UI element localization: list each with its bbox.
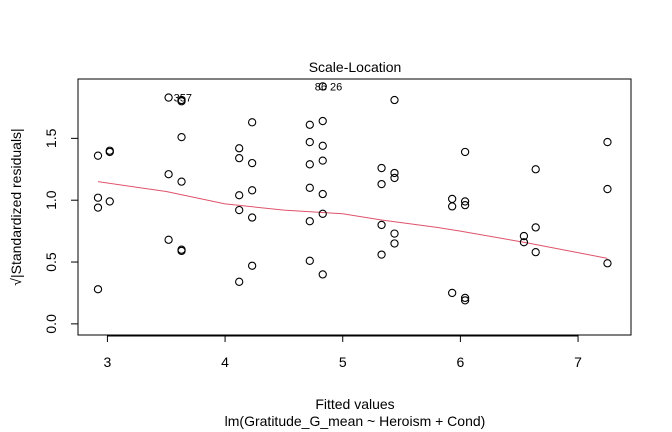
data-point bbox=[164, 235, 173, 244]
data-point bbox=[305, 160, 314, 169]
smooth-line bbox=[97, 181, 608, 259]
data-point bbox=[377, 163, 386, 173]
data-point bbox=[318, 189, 327, 199]
data-point bbox=[460, 293, 470, 303]
data-point bbox=[247, 213, 257, 222]
data-point bbox=[93, 193, 103, 202]
point-label: 357 bbox=[174, 93, 192, 105]
x-tick-label: 5 bbox=[339, 354, 347, 370]
data-point bbox=[247, 118, 257, 127]
data-point bbox=[318, 116, 327, 126]
data-point bbox=[519, 231, 529, 241]
data-point bbox=[247, 186, 257, 195]
points-layer bbox=[93, 82, 612, 305]
x-tick-label: 6 bbox=[456, 354, 464, 370]
chart-title: Scale-Location bbox=[309, 59, 402, 75]
data-point bbox=[247, 158, 257, 168]
data-point bbox=[177, 132, 186, 142]
data-point bbox=[460, 197, 470, 206]
y-axis: 0.0 0.5 1.0 1.5 bbox=[43, 128, 79, 334]
data-point bbox=[390, 239, 399, 248]
x-tick-label: 3 bbox=[104, 354, 112, 370]
data-point bbox=[318, 156, 327, 165]
data-point bbox=[105, 147, 114, 157]
data-point bbox=[531, 223, 540, 232]
y-tick-label: 1.0 bbox=[43, 190, 59, 210]
data-point bbox=[305, 217, 314, 226]
plot-frame bbox=[77, 78, 632, 336]
x-axis-label: Fitted values bbox=[315, 396, 394, 412]
data-point bbox=[235, 191, 244, 200]
data-point bbox=[603, 137, 612, 147]
y-axis-label: √|Standardized residuals| bbox=[8, 128, 24, 285]
data-point bbox=[235, 277, 244, 286]
data-point bbox=[390, 173, 399, 183]
y-tick-label: 0.5 bbox=[43, 252, 59, 272]
data-point bbox=[603, 259, 612, 268]
data-point bbox=[531, 165, 540, 174]
data-point bbox=[177, 97, 186, 106]
data-point bbox=[448, 288, 457, 298]
data-point bbox=[318, 209, 327, 218]
data-point bbox=[305, 137, 314, 147]
y-tick-label: 0.0 bbox=[43, 314, 59, 334]
point-labels: 357 86 26 bbox=[174, 81, 343, 104]
data-point bbox=[235, 205, 244, 215]
data-point bbox=[603, 184, 612, 194]
data-point bbox=[377, 250, 386, 259]
data-point bbox=[448, 194, 457, 204]
chart-subtitle: lm(Gratitude_G_mean ~ Heroism + Cond) bbox=[225, 413, 486, 429]
data-point bbox=[305, 256, 314, 265]
data-point bbox=[235, 153, 244, 163]
x-tick-label: 4 bbox=[221, 354, 229, 370]
data-point bbox=[177, 246, 186, 256]
data-point bbox=[377, 220, 386, 230]
data-point bbox=[305, 183, 314, 192]
data-point bbox=[377, 179, 386, 189]
x-tick-label: 7 bbox=[574, 354, 582, 370]
data-point bbox=[460, 147, 470, 157]
point-label: 86 bbox=[315, 81, 327, 93]
data-point bbox=[318, 141, 327, 150]
data-point bbox=[93, 285, 103, 294]
data-point bbox=[460, 200, 470, 210]
data-point bbox=[164, 170, 173, 179]
data-point bbox=[105, 197, 114, 206]
x-axis: 3 4 5 6 7 bbox=[104, 335, 582, 370]
data-point bbox=[247, 261, 257, 270]
data-point bbox=[390, 229, 399, 238]
data-point bbox=[93, 203, 103, 212]
data-point bbox=[93, 151, 103, 160]
data-point bbox=[318, 270, 327, 279]
data-point bbox=[390, 168, 399, 178]
data-point bbox=[164, 93, 173, 102]
data-point bbox=[531, 247, 540, 257]
y-tick-label: 1.5 bbox=[43, 128, 59, 148]
data-point bbox=[305, 120, 314, 129]
point-label: 26 bbox=[330, 81, 342, 93]
data-point bbox=[390, 95, 399, 105]
data-point bbox=[235, 144, 244, 153]
data-point bbox=[177, 177, 186, 186]
data-point bbox=[519, 238, 529, 247]
data-point bbox=[448, 202, 457, 211]
data-point bbox=[460, 296, 470, 305]
data-point bbox=[318, 82, 327, 91]
